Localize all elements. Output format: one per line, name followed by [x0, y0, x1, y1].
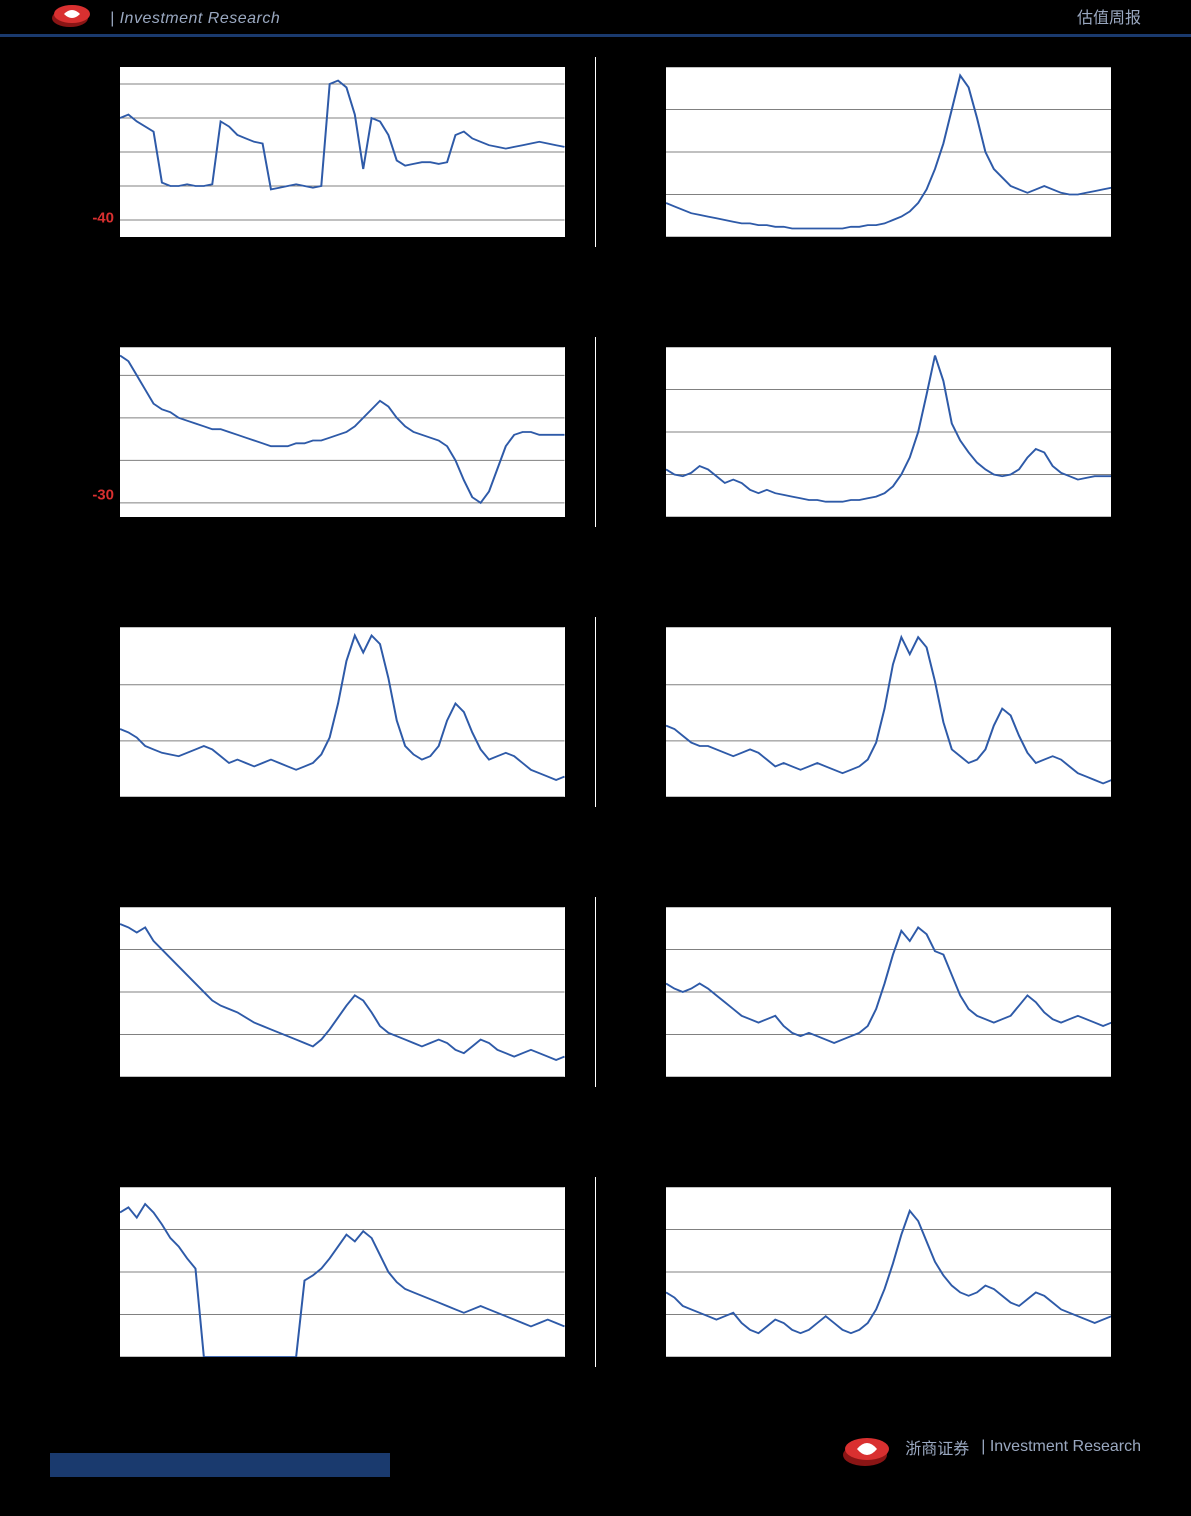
- y-axis-label: -40: [92, 210, 114, 227]
- footer-logo-icon: [841, 1427, 893, 1467]
- chart-r1c2: [596, 57, 1142, 247]
- chart-r5c2: [596, 1177, 1142, 1367]
- chart-r2c2: [596, 337, 1142, 527]
- header-left: | Investment Research: [50, 0, 280, 28]
- page-header: | Investment Research 估值周报: [0, 0, 1191, 37]
- chart-plot-r5c1: [120, 1187, 565, 1357]
- chart-r2c1: -30: [50, 337, 596, 527]
- bottom-accent-bar: [50, 1453, 390, 1477]
- chart-r3c1: [50, 617, 596, 807]
- charts-grid: -40 -30: [0, 37, 1191, 1367]
- chart-plot-r3c2: [666, 627, 1112, 797]
- chart-r3c2: [596, 617, 1142, 807]
- chart-plot-r4c1: [120, 907, 565, 1077]
- header-title: | Investment Research: [110, 10, 280, 28]
- chart-plot-r1c1: -40: [120, 67, 565, 237]
- chart-r4c2: [596, 897, 1142, 1087]
- brand-logo-icon: [50, 0, 98, 28]
- footer-brand: 浙商证券: [905, 1435, 969, 1459]
- chart-r5c1: [50, 1177, 596, 1367]
- chart-plot-r4c2: [666, 907, 1112, 1077]
- footer-tagline: | Investment Research: [981, 1438, 1141, 1456]
- chart-plot-r2c2: [666, 347, 1112, 517]
- y-axis-label: -30: [92, 486, 114, 503]
- chart-plot-r5c2: [666, 1187, 1112, 1357]
- chart-r4c1: [50, 897, 596, 1087]
- chart-plot-r3c1: [120, 627, 565, 797]
- chart-r1c1: -40: [50, 57, 596, 247]
- chart-plot-r2c1: -30: [120, 347, 565, 517]
- header-subtitle: 估值周报: [1077, 4, 1141, 28]
- chart-plot-r1c2: [666, 67, 1112, 237]
